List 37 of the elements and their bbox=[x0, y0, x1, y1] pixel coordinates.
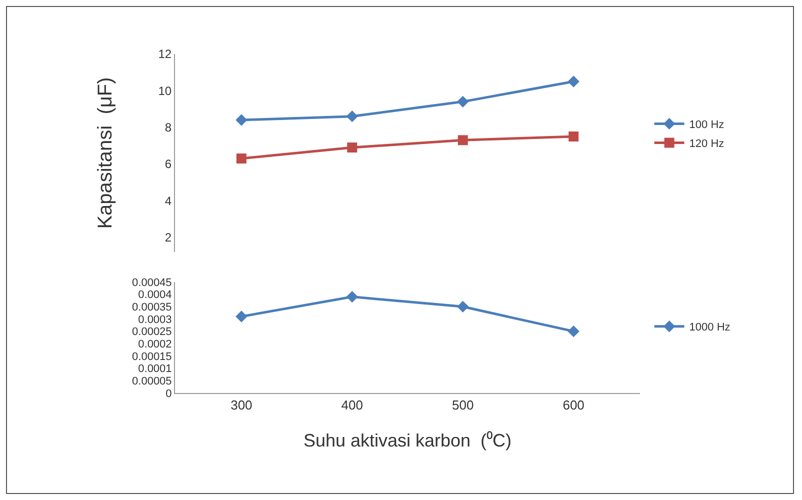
x-axis-title: Suhu aktivasi karbon (⁰C) bbox=[303, 430, 512, 451]
point bbox=[568, 76, 580, 88]
legend-label: 100 Hz bbox=[689, 118, 724, 131]
x-tick-label: 500 bbox=[452, 398, 474, 413]
x-tick-label: 300 bbox=[230, 398, 252, 413]
point bbox=[346, 110, 358, 122]
y-tick-label: 0.00015 bbox=[132, 350, 172, 363]
point bbox=[236, 114, 248, 126]
point bbox=[236, 154, 246, 164]
point bbox=[568, 325, 580, 338]
y-tick-label: 0.00045 bbox=[132, 276, 172, 289]
point bbox=[346, 290, 358, 303]
y-tick-label: 0.0003 bbox=[138, 314, 172, 326]
point bbox=[236, 310, 248, 322]
point bbox=[568, 132, 579, 142]
y-tick-label: 8 bbox=[164, 120, 172, 135]
x-tick-label: 400 bbox=[341, 398, 363, 413]
y-tick-label: 0.0002 bbox=[138, 338, 172, 351]
y-tick-label: 0.00025 bbox=[132, 326, 172, 338]
y-tick-label: 0.0004 bbox=[138, 289, 172, 302]
y-tick-label: 0.00035 bbox=[132, 302, 172, 314]
x-tick-label: 600 bbox=[562, 398, 584, 413]
y-tick-label: 2 bbox=[164, 230, 172, 245]
legend-label: 120 Hz bbox=[689, 138, 724, 150]
y-tick-label: 10 bbox=[158, 84, 172, 98]
legend-label: 1000 Hz bbox=[689, 322, 730, 334]
y-tick-label: 4 bbox=[164, 194, 172, 208]
y-tick-label: 12 bbox=[158, 47, 172, 62]
point bbox=[457, 96, 469, 108]
point bbox=[457, 300, 469, 313]
y-tick-label: 0.0001 bbox=[138, 363, 172, 376]
y-tick-label: 0.00005 bbox=[132, 376, 172, 388]
point bbox=[458, 135, 468, 146]
point bbox=[347, 142, 358, 152]
y-axis-title: Kapasitansi (μF) bbox=[94, 77, 117, 229]
y-tick-label: 0 bbox=[166, 388, 172, 400]
y-tick-label: 6 bbox=[164, 157, 172, 172]
